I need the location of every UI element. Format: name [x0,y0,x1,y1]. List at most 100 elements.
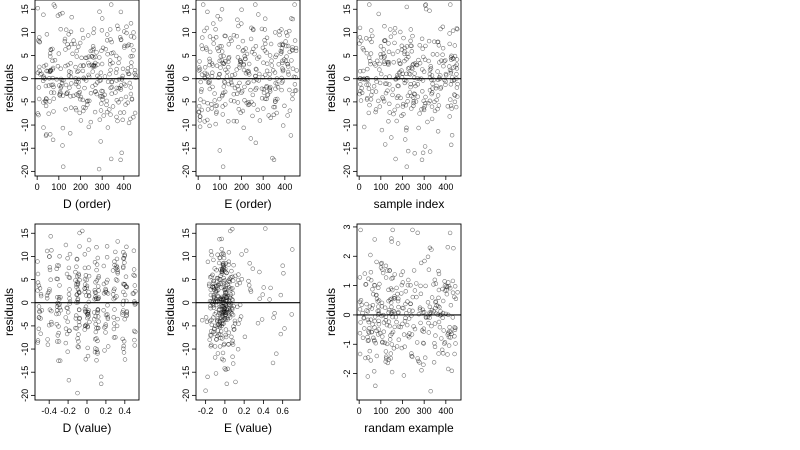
x-tick-label: 0 [357,406,362,416]
data-point [105,277,110,283]
data-point [80,228,85,234]
data-point [231,118,237,124]
data-point [411,98,416,104]
data-point [74,79,79,85]
data-point [279,46,285,51]
data-point [358,98,364,103]
data-point [127,80,133,86]
data-point [401,373,407,378]
data-point [231,91,237,97]
data-point [369,329,374,335]
data-point [384,322,390,328]
data-point [406,148,411,154]
data-point [432,108,438,114]
y-tick-label: -5 [181,98,191,106]
data-point [219,313,225,318]
data-point [211,278,216,284]
data-point [426,100,431,106]
y-axis-label: residuals [324,64,338,112]
data-point [62,36,68,42]
data-point [128,54,133,59]
data-point [249,49,255,55]
data-point [389,239,394,244]
data-point [357,275,363,280]
data-point [404,44,410,49]
data-point [210,285,215,290]
data-point [448,55,454,60]
x-tick-label: 200 [73,182,88,192]
data-point [63,326,69,331]
data-point [50,58,55,63]
data-points [35,2,138,172]
data-point [369,28,374,33]
data-point [36,315,42,320]
data-point [442,341,447,346]
data-point [419,368,424,373]
data-point [115,267,120,273]
data-point [199,87,204,92]
data-point [68,61,73,66]
data-point [366,319,371,325]
data-point [90,69,95,74]
data-point [60,125,66,131]
data-point [387,110,392,115]
data-point [433,333,438,338]
data-point [248,287,253,292]
data-point [94,245,99,250]
data-point [84,283,90,289]
data-point [249,99,254,105]
data-point [386,307,392,313]
data-point [425,254,431,259]
data-point [98,139,103,144]
data-point [364,301,369,307]
data-point [287,28,292,34]
data-point [398,95,403,101]
data-point [263,16,268,21]
data-point [77,244,82,249]
data-point [222,366,227,371]
data-point [79,27,85,33]
data-point [274,110,279,116]
data-point [434,97,439,103]
data-point [109,79,115,85]
data-point [388,27,393,32]
data-point [76,271,81,277]
data-point [117,35,123,40]
data-point [387,82,392,87]
data-point [209,73,215,79]
data-point [407,335,412,340]
data-point [403,315,408,321]
data-point [435,93,441,98]
data-point [234,91,240,97]
data-point [92,109,98,115]
data-point [223,295,228,300]
data-point [388,286,394,291]
data-point [64,305,69,310]
data-point [289,312,294,317]
data-point [63,82,69,88]
data-point [375,299,380,304]
data-point [447,41,452,47]
data-point [211,21,216,26]
data-point [373,383,378,388]
data-point [392,107,397,113]
data-point [407,308,412,313]
data-point [209,299,214,304]
data-point [392,294,397,299]
data-point [395,291,400,297]
data-point [223,312,228,318]
data-point [96,295,101,300]
data-point [67,296,72,301]
data-point [285,33,290,38]
data-point [77,96,83,102]
y-tick-label: 5 [342,53,352,58]
data-point [383,90,389,96]
data-point [268,89,273,94]
y-tick-label: -15 [20,366,30,379]
data-point [395,298,401,304]
data-point [254,67,259,72]
data-point [379,71,384,77]
data-point [273,99,278,104]
data-point [286,72,291,77]
data-point [207,56,212,62]
